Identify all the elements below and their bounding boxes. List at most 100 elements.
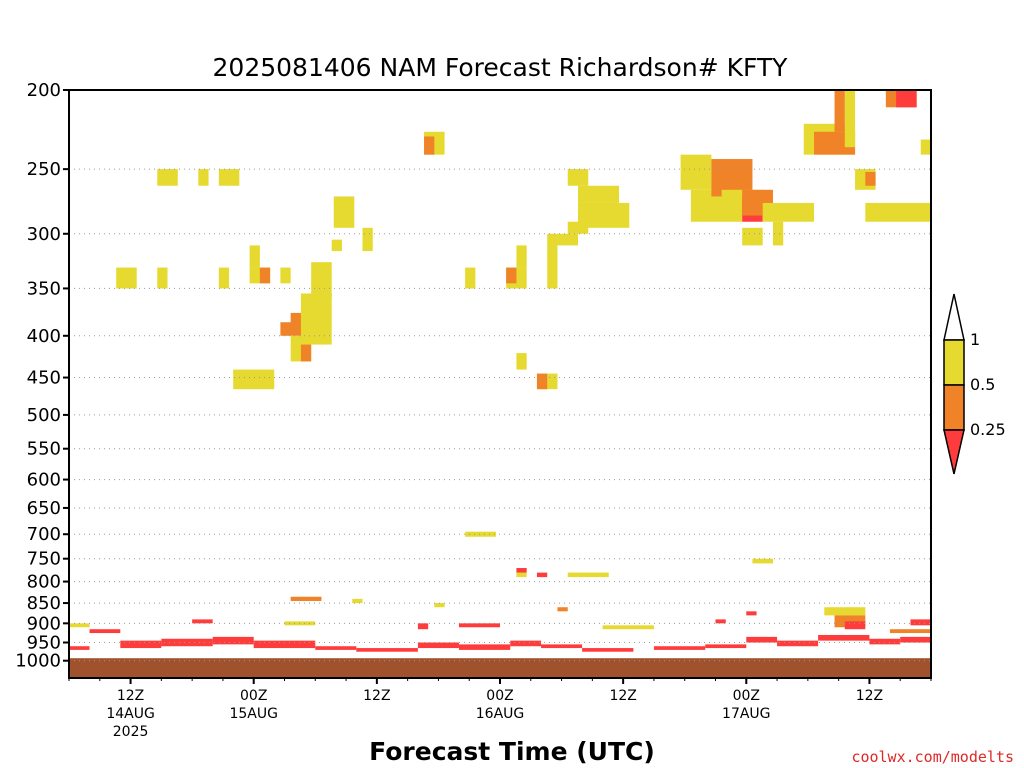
ri-cell [577, 185, 620, 203]
ri-boundary-band [315, 646, 357, 650]
ri-boundary-band [89, 629, 121, 634]
y-tick-label: 600 [27, 470, 61, 491]
colorbar-label: 0.5 [970, 375, 995, 394]
ri-cell [567, 169, 589, 186]
x-tick-label: 00Z [240, 688, 267, 704]
plot-area [68, 89, 932, 679]
ri-cell [300, 344, 312, 362]
ri-boundary-band [356, 648, 418, 652]
ri-cell [920, 139, 931, 155]
ri-boundary-band [653, 646, 706, 650]
x-tick-label: 00Z [733, 688, 760, 704]
ri-cell [424, 136, 435, 155]
ri-boundary-band [900, 636, 931, 643]
colorbar-label: 1 [970, 330, 980, 349]
ri-cell [834, 615, 866, 628]
ri-cell [516, 572, 527, 578]
ri-cell [434, 603, 445, 608]
ri-cell [834, 90, 845, 132]
ri-boundary-band [69, 623, 90, 628]
ri-boundary-band [910, 619, 931, 626]
ri-cell [465, 267, 476, 289]
ri-boundary-band [120, 640, 162, 649]
ri-cell [233, 369, 275, 390]
ri-boundary-band [869, 638, 901, 645]
ri-cell [116, 267, 137, 289]
ri-cell [362, 227, 373, 252]
x-tick-label: 15AUG [229, 706, 278, 722]
ri-cell [824, 607, 866, 616]
ri-cell [218, 267, 230, 289]
y-tick-label: 250 [27, 159, 61, 180]
ri-boundary-band [541, 644, 583, 649]
x-tick-label: 16AUG [476, 706, 525, 722]
ri-boundary-band [212, 636, 254, 645]
ri-boundary-band [818, 634, 870, 641]
ri-boundary-band [602, 625, 654, 630]
ri-cell [557, 233, 578, 246]
ri-cell [865, 171, 876, 186]
ri-cell [844, 621, 866, 630]
x-tick-label: 12Z [363, 688, 390, 704]
ri-cell [280, 267, 291, 284]
ri-cell [680, 154, 712, 190]
y-tick-label: 550 [27, 439, 61, 460]
colorbar-arrow-top [943, 293, 965, 341]
ri-cell [218, 169, 240, 186]
x-tick-label: 00Z [486, 688, 513, 704]
ri-cell [772, 221, 784, 246]
y-tick-label: 850 [27, 593, 61, 614]
ri-cell [465, 531, 496, 537]
ri-cell [300, 293, 332, 345]
ri-boundary-band [458, 623, 500, 628]
ri-cell [352, 598, 363, 604]
ri-boundary-band [510, 640, 542, 647]
y-tick-label: 300 [27, 224, 61, 245]
ri-cell [157, 267, 168, 289]
x-axis-label: Forecast Time (UTC) [369, 737, 655, 766]
credit-text: coolwx.com/modelts [851, 748, 1014, 766]
ri-cell [567, 572, 609, 578]
ri-boundary-band [889, 629, 931, 634]
ri-cell [844, 90, 856, 148]
ri-boundary-band [746, 636, 778, 643]
ri-cell [516, 245, 527, 268]
colorbar-arrow-bottom [943, 429, 965, 475]
ri-boundary-band [417, 642, 459, 649]
y-tick-label: 500 [27, 405, 61, 426]
ri-cell [762, 202, 815, 222]
y-tick-label: 350 [27, 278, 61, 299]
ri-cell [752, 558, 773, 564]
x-tick-label: 12Z [856, 688, 883, 704]
ri-cell [333, 196, 355, 228]
y-tick-label: 800 [27, 572, 61, 593]
ri-boundary-band [161, 638, 213, 647]
ri-cell [536, 572, 548, 578]
ri-boundary-band [417, 623, 429, 630]
x-tick-label: 17AUG [722, 706, 771, 722]
ri-cell [516, 353, 527, 370]
ri-boundary-band [777, 640, 819, 647]
colorbar-bin [943, 339, 965, 386]
ri-cell [331, 239, 342, 252]
colorbar-label: 0.25 [970, 420, 1006, 439]
chart-title: 2025081406 NAM Forecast Richardson# KFTY [213, 53, 789, 82]
x-tick-label: 12Z [609, 688, 636, 704]
ri-boundary-band [746, 611, 757, 616]
y-tick-label: 700 [27, 524, 61, 545]
ri-cell [865, 202, 931, 222]
y-tick-label: 400 [27, 326, 61, 347]
ri-cell [506, 267, 517, 284]
ri-cell [557, 607, 568, 612]
ri-cell [516, 568, 527, 573]
y-tick-label: 750 [27, 549, 61, 570]
y-axis: 200 250 300 350 400 450 500 550 600 650 700 7508008… [15, 80, 69, 672]
colorbar-bin [943, 384, 965, 431]
ri-boundary-band [582, 648, 634, 652]
ri-cell [290, 596, 322, 601]
y-tick-label: 450 [27, 368, 61, 389]
ri-cell [577, 202, 630, 228]
ri-cell [198, 169, 209, 186]
ri-cell [311, 262, 332, 299]
